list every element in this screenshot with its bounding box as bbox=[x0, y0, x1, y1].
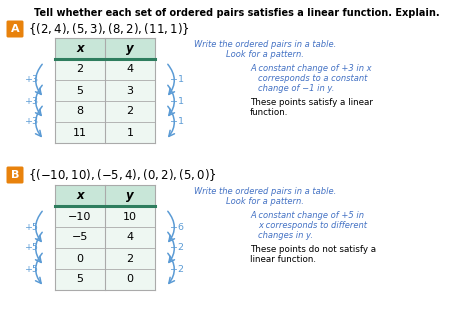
Text: A constant change of +3 in x: A constant change of +3 in x bbox=[250, 64, 372, 73]
Bar bbox=[55, 206, 155, 227]
Text: These points satisfy a linear: These points satisfy a linear bbox=[250, 98, 373, 107]
Text: changes in y.: changes in y. bbox=[258, 231, 313, 240]
Text: −10: −10 bbox=[68, 212, 91, 221]
Text: −1: −1 bbox=[170, 75, 184, 84]
Text: A constant change of +5 in: A constant change of +5 in bbox=[250, 211, 364, 220]
Text: 0: 0 bbox=[127, 274, 134, 284]
Text: −1: −1 bbox=[170, 97, 184, 106]
FancyBboxPatch shape bbox=[7, 167, 24, 184]
Text: x: x bbox=[76, 189, 84, 202]
Text: −5: −5 bbox=[72, 232, 88, 242]
Text: Tell whether each set of ordered pairs satisfies a linear function. Explain.: Tell whether each set of ordered pairs s… bbox=[34, 8, 440, 18]
Text: These points do not satisfy a: These points do not satisfy a bbox=[250, 245, 376, 254]
Text: −6: −6 bbox=[170, 222, 184, 231]
Text: 2: 2 bbox=[127, 254, 134, 264]
Text: 1: 1 bbox=[127, 127, 134, 137]
Text: y: y bbox=[126, 189, 134, 202]
Bar bbox=[55, 185, 155, 290]
Text: 2: 2 bbox=[76, 65, 83, 74]
Text: 10: 10 bbox=[123, 212, 137, 221]
Text: Look for a pattern.: Look for a pattern. bbox=[226, 197, 304, 206]
Bar bbox=[55, 80, 155, 101]
Text: Write the ordered pairs in a table.: Write the ordered pairs in a table. bbox=[194, 187, 336, 196]
Text: 5: 5 bbox=[76, 274, 83, 284]
Text: 4: 4 bbox=[127, 65, 134, 74]
Text: x corresponds to different: x corresponds to different bbox=[258, 221, 367, 230]
Text: function.: function. bbox=[250, 108, 288, 117]
Text: −1: −1 bbox=[170, 117, 184, 126]
Text: B: B bbox=[11, 170, 19, 180]
Bar bbox=[55, 38, 155, 59]
Bar bbox=[55, 38, 155, 143]
Text: 11: 11 bbox=[73, 127, 87, 137]
Text: +5: +5 bbox=[25, 222, 39, 231]
Text: 8: 8 bbox=[76, 107, 83, 117]
Text: +3: +3 bbox=[25, 117, 39, 126]
Text: $\{(-10, 10), (-5, 4), (0, 2), (5, 0)\}$: $\{(-10, 10), (-5, 4), (0, 2), (5, 0)\}$ bbox=[28, 167, 217, 183]
Text: Look for a pattern.: Look for a pattern. bbox=[226, 50, 304, 59]
Text: change of −1 in y.: change of −1 in y. bbox=[258, 84, 334, 93]
FancyBboxPatch shape bbox=[7, 21, 24, 38]
Bar bbox=[55, 122, 155, 143]
Text: Write the ordered pairs in a table.: Write the ordered pairs in a table. bbox=[194, 40, 336, 49]
Text: corresponds to a constant: corresponds to a constant bbox=[258, 74, 367, 83]
Text: 0: 0 bbox=[76, 254, 83, 264]
Text: A: A bbox=[11, 24, 19, 34]
Bar bbox=[55, 101, 155, 122]
Text: +5: +5 bbox=[25, 244, 39, 253]
Text: linear function.: linear function. bbox=[250, 255, 316, 264]
Text: +3: +3 bbox=[25, 97, 39, 106]
Text: 3: 3 bbox=[127, 85, 134, 96]
Text: −2: −2 bbox=[170, 244, 184, 253]
Text: $\{(2, 4), (5, 3), (8, 2), (11, 1)\}$: $\{(2, 4), (5, 3), (8, 2), (11, 1)\}$ bbox=[28, 21, 190, 37]
Bar bbox=[55, 269, 155, 290]
Text: +3: +3 bbox=[25, 75, 39, 84]
Bar bbox=[55, 248, 155, 269]
Text: −2: −2 bbox=[170, 265, 184, 273]
Text: x: x bbox=[76, 42, 84, 55]
Bar bbox=[55, 227, 155, 248]
Text: 5: 5 bbox=[76, 85, 83, 96]
Text: y: y bbox=[126, 42, 134, 55]
Bar bbox=[55, 59, 155, 80]
Text: 4: 4 bbox=[127, 232, 134, 242]
Text: +5: +5 bbox=[25, 265, 39, 273]
Bar bbox=[55, 185, 155, 206]
Text: 2: 2 bbox=[127, 107, 134, 117]
